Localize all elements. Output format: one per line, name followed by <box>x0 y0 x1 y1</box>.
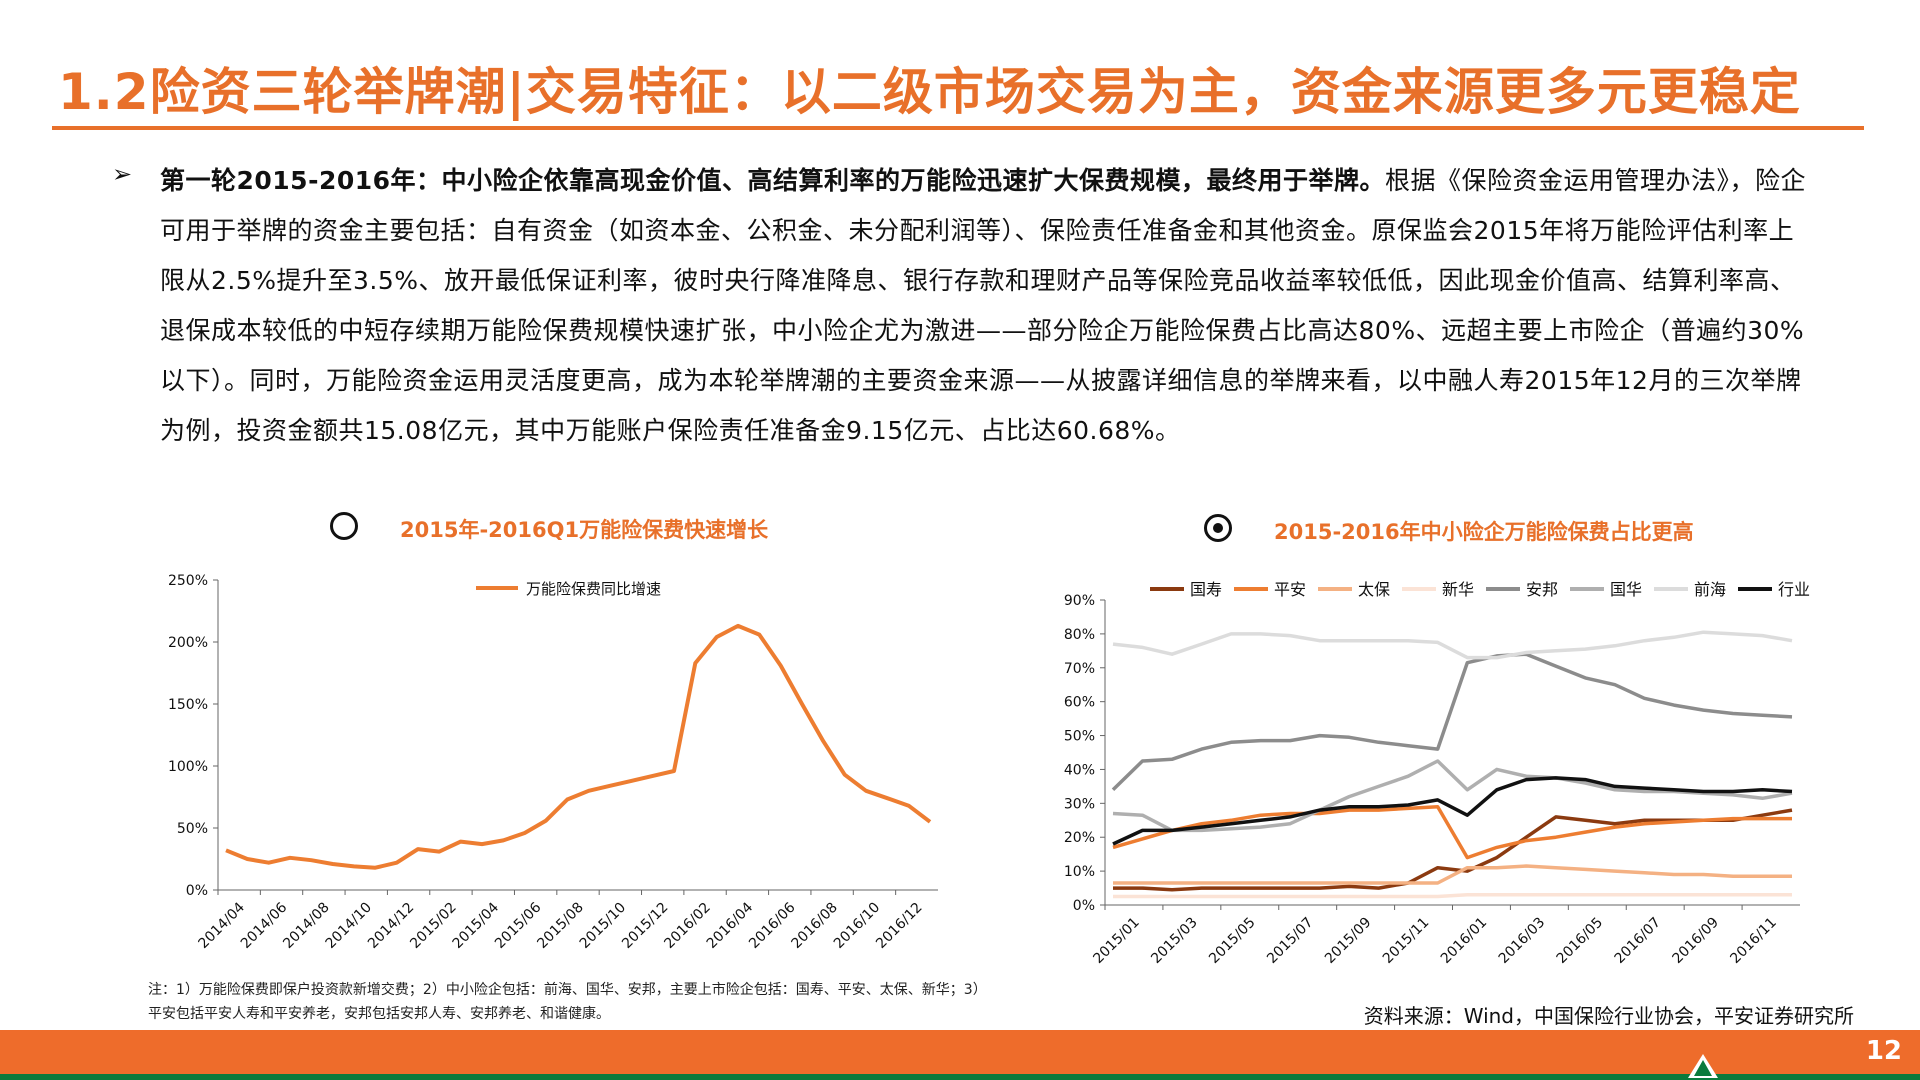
company-logo-icon <box>1688 1054 1718 1078</box>
page-number: 12 <box>1865 1036 1902 1066</box>
chart-universal-share: 0%10%20%30%40%50%60%70%80%90%2015/01 2015… <box>1064 580 1810 967</box>
legend-label-行业: 行业 <box>1778 580 1810 599</box>
series-line-平安 <box>1112 804 1792 860</box>
legend-label-太保: 太保 <box>1358 580 1390 599</box>
legend-label-平安: 平安 <box>1274 580 1306 599</box>
body-text: 根据《保险资金运用管理办法》，险企可用于举牌的资金主要包括：自有资金（如资本金、… <box>160 166 1807 445</box>
x-tick-label: 2015/09 <box>1322 915 1374 967</box>
y-tick-label: 30% <box>1064 796 1095 812</box>
y-tick-label: 100% <box>168 759 208 775</box>
chart2-title: 2015-2016年中小险企万能险保费占比更高 <box>1274 520 1694 544</box>
legend-label-安邦: 安邦 <box>1526 580 1558 599</box>
x-tick-label: 2016/12 <box>873 900 925 952</box>
y-tick-label: 60% <box>1064 695 1095 711</box>
title-divider <box>52 126 1864 130</box>
legend-label: 万能险保费同比增速 <box>526 580 661 598</box>
y-tick-label: 0% <box>186 883 208 899</box>
series-line-万能险保费同比增速 <box>225 623 932 870</box>
x-tick-label: 2016/05 <box>1554 915 1606 967</box>
x-tick-label: 2016/01 <box>1438 915 1490 967</box>
series-line-太保 <box>1113 864 1792 885</box>
x-tick-label: 2015/11 <box>1380 915 1432 967</box>
y-tick-label: 80% <box>1064 627 1095 643</box>
y-tick-label: 50% <box>1064 729 1095 745</box>
lead-sentence: 第一轮2015-2016年：中小险企依靠高现金价值、高结算利率的万能险迅速扩大保… <box>160 166 1386 195</box>
x-tick-label: 2016/11 <box>1727 915 1779 967</box>
footer-strip <box>0 1074 1920 1080</box>
series-line-安邦 <box>1111 652 1793 792</box>
legend-label-新华: 新华 <box>1442 580 1474 599</box>
y-tick-label: 250% <box>168 573 208 589</box>
bullet-arrow-icon: ➢ <box>112 160 133 188</box>
legend-label-国华: 国华 <box>1610 580 1642 599</box>
footnote: 注：1）万能险保费即保户投资款新增交费；2）中小险企包括：前海、国华、安邦，主要… <box>148 982 987 1022</box>
y-tick-label: 40% <box>1064 762 1095 778</box>
page-title: 1.2险资三轮举牌潮|交易特征：以二级市场交易为主，资金来源更多元更稳定 <box>58 63 1801 121</box>
y-tick-label: 200% <box>168 635 208 651</box>
x-tick-label: 2015/03 <box>1148 915 1200 967</box>
body-paragraph: 第一轮2015-2016年：中小险企依靠高现金价值、高结算利率的万能险迅速扩大保… <box>160 156 1810 456</box>
source-note: 资料来源：Wind，中国保险行业协会，平安证券研究所 <box>1363 1004 1854 1028</box>
y-tick-label: 70% <box>1064 661 1095 677</box>
x-tick-label: 2016/09 <box>1670 915 1722 967</box>
legend-label-国寿: 国寿 <box>1190 580 1222 599</box>
chart1-title: 2015年-2016Q1万能险保费快速增长 <box>400 518 769 542</box>
legend-label-前海: 前海 <box>1694 580 1726 599</box>
y-tick-label: 50% <box>177 821 208 837</box>
x-tick-label: 2016/03 <box>1496 915 1548 967</box>
series-line-前海 <box>1112 630 1793 660</box>
y-tick-label: 10% <box>1064 864 1095 880</box>
chart2-radio-icon[interactable] <box>1204 514 1232 542</box>
footer-bar <box>0 1030 1920 1074</box>
x-tick-label: 2015/01 <box>1090 915 1142 967</box>
y-tick-label: 90% <box>1064 593 1095 609</box>
x-tick-label: 2015/07 <box>1264 915 1316 967</box>
series-line-行业 <box>1112 776 1793 846</box>
y-tick-label: 150% <box>168 697 208 713</box>
chart-premium-growth: 0%50%100%150%200%250%2014/042014/062014/… <box>168 573 938 952</box>
chart1-radio-icon[interactable] <box>330 512 358 540</box>
series-line-新华 <box>1113 893 1792 899</box>
x-tick-label: 2015/05 <box>1206 915 1258 967</box>
y-tick-label: 0% <box>1073 898 1095 914</box>
y-tick-label: 20% <box>1064 830 1095 846</box>
x-tick-label: 2016/07 <box>1612 915 1664 967</box>
